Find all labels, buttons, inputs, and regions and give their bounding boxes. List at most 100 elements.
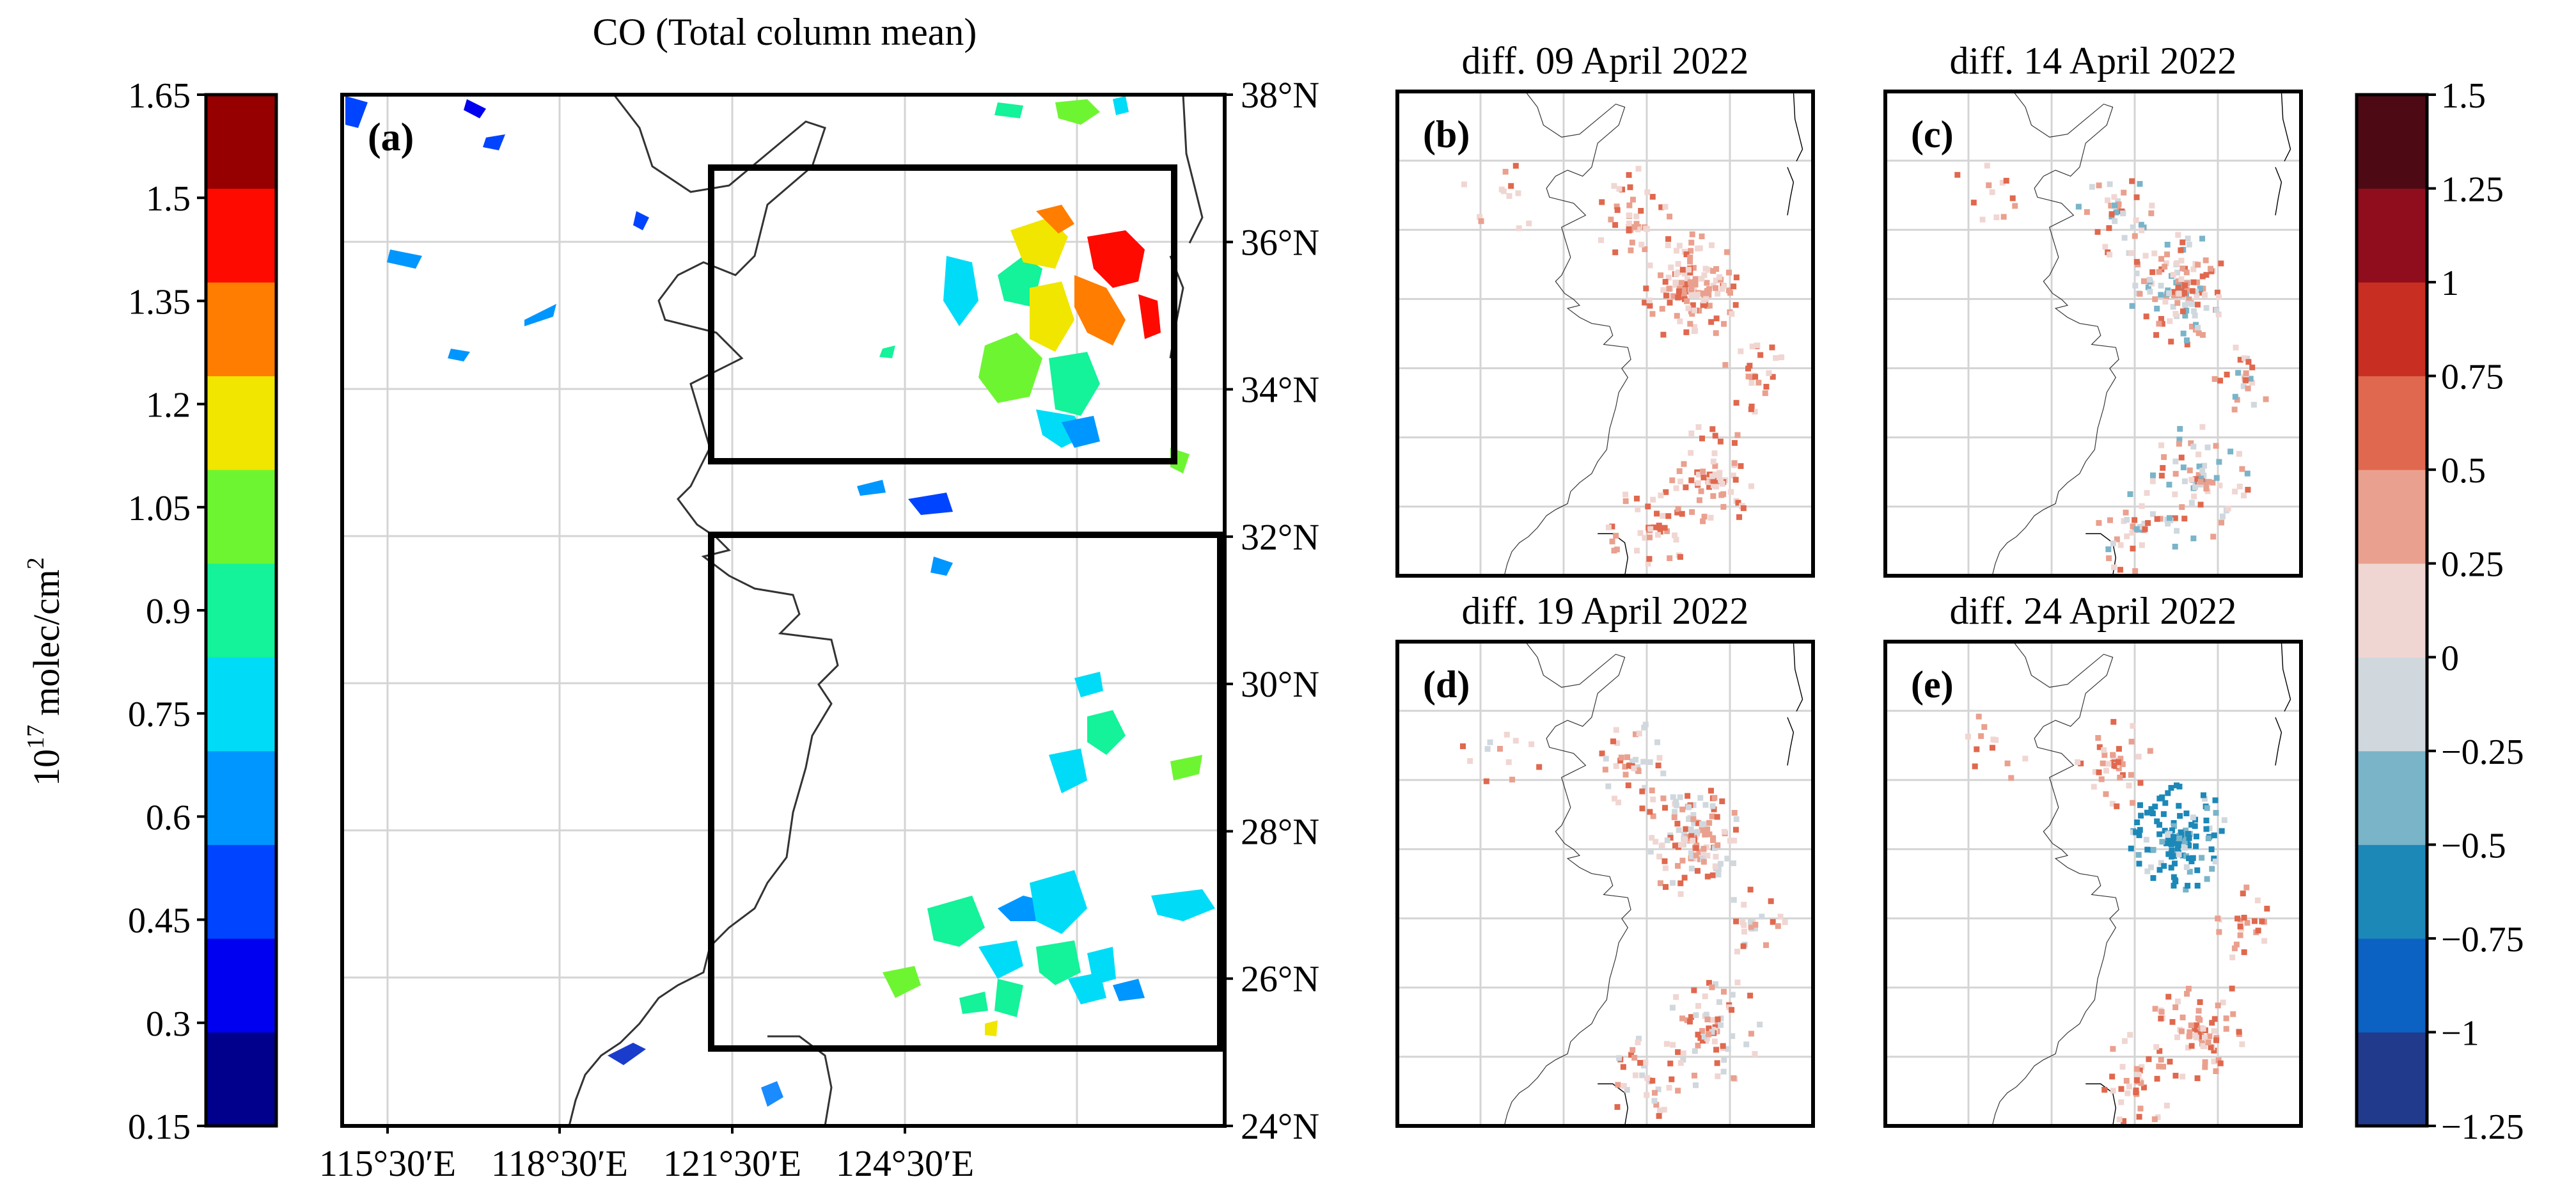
diff-colorbar-segment [2357, 844, 2427, 939]
diff-colorbar-tick-label: −1 [2441, 1013, 2479, 1053]
diff-panel-coastline [1991, 91, 2119, 576]
diff-colorbar-tick-label: 0.5 [2441, 451, 2486, 491]
diff-panel-frame [1395, 640, 1815, 1128]
diff-panel-frame [1883, 90, 2303, 578]
diff-panel-pixels [1954, 162, 2269, 574]
diff-panel-pixels [1461, 162, 1785, 567]
diff-panel-frame [1395, 90, 1815, 578]
diff-panel-pixels [1459, 722, 1788, 1119]
cb-label-exp: 17 [22, 725, 49, 749]
diff-panels: diff. 09 April 2022 (b) diff. 14 April 202… [1395, 40, 2303, 1128]
co-colorbar-segment [206, 563, 276, 658]
diff-colorbar-tick-label: −0.5 [2441, 826, 2506, 866]
diff-panel-c: diff. 14 April 2022 (c) [1883, 40, 2303, 578]
diff-panel-b: diff. 09 April 2022 (b) [1395, 40, 1815, 578]
diff-colorbar-segment [2357, 563, 2427, 658]
diff-panel-title: diff. 14 April 2022 [1950, 40, 2237, 82]
co-colorbar-segment [206, 282, 276, 377]
diff-panel-coastline [1991, 641, 2119, 1127]
diff-colorbar-segment [2357, 657, 2427, 752]
co-colorbar-tick-label: 0.75 [128, 695, 191, 734]
diff-panel-frame [1883, 640, 2303, 1128]
panel-a-x-tick-label: 115°30′E [319, 1143, 456, 1184]
co-colorbar-tick-label: 1.2 [146, 386, 191, 425]
panel-a-x-tick-label: 124°30′E [836, 1143, 974, 1184]
co-colorbar-segment [206, 188, 276, 283]
panel-a-y-tick-label: 32°N [1241, 516, 1319, 558]
panel-a-frame [340, 93, 1227, 1128]
cb-label-unit: molec/cm [26, 569, 67, 716]
panel-a-label: (a) [368, 116, 414, 159]
diff-panel-gridlines [1885, 91, 2301, 576]
diff-panel-label: (b) [1423, 113, 1470, 155]
panel-a-box-north [708, 164, 1177, 464]
diff-panel-gridlines [1397, 642, 1813, 1126]
co-colorbar-segment [206, 1032, 276, 1127]
panel-a-y-ticks: 38°N 36°N 34°N 32°N 30°N 28°N 26°N 24°N [1225, 74, 1319, 1147]
diff-colorbar-segment [2357, 1032, 2427, 1127]
co-colorbar-segment [206, 938, 276, 1033]
diff-colorbar-tick-label: 1.5 [2441, 76, 2486, 116]
panel-a-x-tick-label: 118°30′E [491, 1143, 628, 1184]
diff-colorbar-segment [2357, 376, 2427, 470]
co-colorbar-segment [206, 376, 276, 470]
diff-panel-coastline [1504, 91, 1631, 576]
diff-panel-coastline [1504, 641, 1631, 1127]
cb-label-unit-exp: 2 [22, 557, 49, 569]
diff-colorbar-segment [2357, 188, 2427, 283]
diff-panel-label: (c) [1911, 113, 1954, 155]
diff-colorbar-tick-label: −0.75 [2441, 920, 2524, 960]
panel-a-x-tick-label: 121°30′E [663, 1143, 801, 1184]
panel-a-y-tick-label: 34°N [1241, 369, 1319, 411]
diff-panel-e: diff. 24 April 2022 (e) [1883, 590, 2303, 1128]
diff-colorbar-tick-label: 1 [2441, 264, 2459, 303]
co-colorbar-tick-label: 1.35 [128, 282, 191, 322]
panel-a-y-tick-label: 36°N [1241, 221, 1319, 263]
panel-a-y-tick-label: 30°N [1241, 663, 1319, 705]
diff-panel-pixels [1965, 713, 2270, 1124]
diff-colorbar-segment [2357, 938, 2427, 1033]
co-colorbar-segment [206, 657, 276, 752]
diff-colorbar-tick-label: 0.25 [2441, 545, 2504, 585]
co-colorbar: 1.65 1.5 1.35 1.2 1.05 0.9 0.75 0.6 0.45 0.3 0.15 [128, 76, 278, 1147]
co-colorbar-tick-label: 1.65 [128, 76, 191, 116]
diff-colorbar-tick-label: 1.25 [2441, 170, 2504, 210]
diff-colorbar-frame [2355, 93, 2429, 1128]
co-colorbar-tick-label: 0.9 [146, 592, 191, 631]
diff-colorbar-segment [2357, 470, 2427, 564]
cb-label-base: 10 [26, 749, 67, 786]
diff-panel-title: diff. 19 April 2022 [1462, 590, 1749, 632]
panel-a-y-tick-label: 26°N [1241, 958, 1319, 1000]
panel-a-y-tick-label: 38°N [1241, 74, 1319, 116]
diff-panel-label: (e) [1911, 663, 1954, 706]
diff-panel-label: (d) [1423, 663, 1470, 706]
co-colorbar-tick-label: 1.5 [146, 179, 191, 219]
co-colorbar-tick-label: 0.3 [146, 1004, 191, 1044]
co-colorbar-segment [206, 95, 276, 189]
diff-panel-d: diff. 19 April 2022 (d) [1395, 590, 1815, 1128]
co-colorbar-tick-label: 0.45 [128, 901, 191, 941]
diff-colorbar-tick-label: −1.25 [2441, 1107, 2524, 1147]
co-colorbar-segment [206, 470, 276, 564]
co-colorbar-tick-label: 0.15 [128, 1107, 191, 1147]
panel-a-x-ticks: 115°30′E 118°30′E 121°30′E 124°30′E [319, 1126, 974, 1184]
co-colorbar-tick-label: 1.05 [128, 489, 191, 528]
panel-a-title: CO (Total column mean) [593, 11, 977, 53]
diff-colorbar-tick-label: 0.75 [2441, 358, 2504, 397]
diff-colorbar-segment [2357, 95, 2427, 189]
svg-text:1017molec/cm2: 1017 molec/cm2 [22, 557, 67, 786]
diff-panel-gridlines [1885, 642, 2301, 1126]
diff-colorbar: 1.5 1.25 1 0.75 0.5 0.25 0 −0.25 −0.5 −0.75 −1 −1.2… [2355, 76, 2524, 1147]
co-colorbar-label: 1017 molec/cm2 [22, 557, 67, 786]
diff-panel-title: diff. 09 April 2022 [1462, 40, 1749, 82]
diff-panel-gridlines [1397, 91, 1813, 576]
co-colorbar-tick-label: 0.6 [146, 798, 191, 837]
panel-a-y-tick-label: 24°N [1241, 1105, 1319, 1147]
panel-a-y-tick-label: 28°N [1241, 811, 1319, 852]
panel-a-coastline [568, 94, 839, 1127]
co-colorbar-segment [206, 750, 276, 845]
diff-colorbar-segment [2357, 282, 2427, 377]
panel-a-co-swaths [345, 96, 1215, 1036]
co-colorbar-segment [206, 844, 276, 939]
